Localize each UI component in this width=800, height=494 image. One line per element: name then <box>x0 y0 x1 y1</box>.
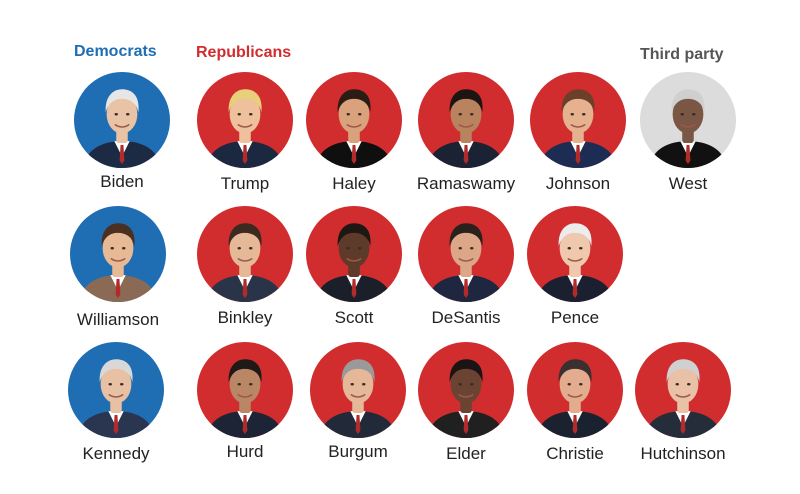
candidate-portrait <box>74 72 170 168</box>
candidate-card: Haley <box>294 72 414 198</box>
candidate-card: Elder <box>406 342 526 468</box>
candidate-card: Williamson <box>58 206 178 334</box>
candidate-portrait <box>306 72 402 168</box>
person-silhouette <box>427 89 505 168</box>
candidate-portrait <box>527 342 623 438</box>
candidate-name: Haley <box>332 174 376 193</box>
person-silhouette <box>649 89 727 168</box>
candidate-portrait <box>310 342 406 438</box>
candidate-name: Hurd <box>226 442 264 461</box>
candidate-portrait <box>306 206 402 302</box>
candidate-card: Christie <box>515 342 635 468</box>
candidate-portrait <box>70 206 166 302</box>
candidate-card: Kennedy <box>56 342 176 468</box>
candidate-card: Hutchinson <box>623 342 743 468</box>
candidate-portrait <box>197 342 293 438</box>
candidate-portrait <box>418 206 514 302</box>
candidate-card: Scott <box>294 206 414 332</box>
person-silhouette <box>536 223 614 302</box>
person-silhouette <box>319 359 397 438</box>
candidate-portrait <box>640 72 736 168</box>
republicans-header: Republicans <box>196 44 292 61</box>
candidate-name: Christie <box>546 444 604 463</box>
candidate-card: Ramaswamy <box>406 72 526 198</box>
person-silhouette <box>427 359 505 438</box>
candidate-card: West <box>628 72 748 198</box>
person-silhouette <box>206 223 284 302</box>
candidate-card: Binkley <box>185 206 305 332</box>
candidate-portrait <box>68 342 164 438</box>
candidate-portrait <box>418 342 514 438</box>
candidate-portrait <box>418 72 514 168</box>
candidate-card: Biden <box>62 72 182 196</box>
democrats-header: Democrats <box>74 43 157 60</box>
person-silhouette <box>427 223 505 302</box>
person-silhouette <box>315 223 393 302</box>
candidate-name: DeSantis <box>431 308 501 327</box>
person-silhouette <box>315 89 393 168</box>
person-silhouette <box>83 89 161 168</box>
candidate-name: Williamson <box>76 310 160 329</box>
candidate-name: Johnson <box>545 174 611 193</box>
person-silhouette <box>79 223 157 302</box>
candidate-portrait <box>527 206 623 302</box>
candidate-name: Hutchinson <box>640 444 726 463</box>
person-silhouette <box>536 359 614 438</box>
candidate-card: Hurd <box>185 342 305 466</box>
candidate-name: Elder <box>446 444 486 463</box>
candidate-portrait <box>530 72 626 168</box>
person-silhouette <box>644 359 722 438</box>
candidate-name: Binkley <box>217 308 273 327</box>
candidate-portrait <box>635 342 731 438</box>
candidate-name: West <box>668 174 708 193</box>
candidate-name: Ramaswamy <box>416 174 516 193</box>
candidate-portrait <box>197 72 293 168</box>
person-silhouette <box>206 89 284 168</box>
candidate-card: Johnson <box>518 72 638 198</box>
candidate-name: Biden <box>100 172 144 191</box>
candidate-card: DeSantis <box>406 206 526 332</box>
person-silhouette <box>77 359 155 438</box>
candidate-card: Trump <box>185 72 305 198</box>
candidate-name: Scott <box>334 308 374 327</box>
candidate-name: Kennedy <box>82 444 150 463</box>
candidate-name: Burgum <box>328 442 388 461</box>
candidate-card: Burgum <box>298 342 418 466</box>
candidate-portrait <box>197 206 293 302</box>
person-silhouette <box>206 359 284 438</box>
candidate-card: Pence <box>515 206 635 332</box>
person-silhouette <box>539 89 617 168</box>
candidate-name: Trump <box>220 174 270 193</box>
third-party-header: Third party <box>640 46 724 63</box>
candidate-name: Pence <box>550 308 600 327</box>
